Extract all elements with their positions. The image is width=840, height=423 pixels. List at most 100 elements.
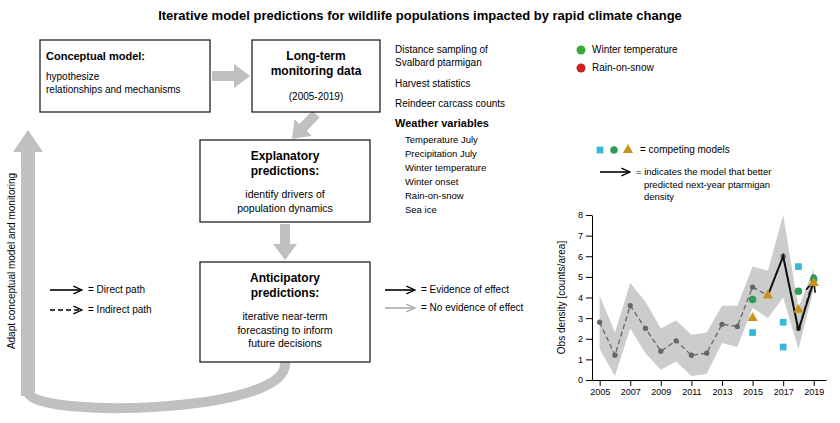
- annotation: Distance sampling of Svalbard ptarmigan: [395, 44, 488, 68]
- point: [780, 319, 787, 326]
- text-line: Harvest statistics: [395, 78, 471, 89]
- text-line: Weather variables: [395, 117, 489, 129]
- figure: Iterative model predictions for wildlife…: [0, 0, 840, 423]
- point: [793, 304, 803, 313]
- text-line: Conceptual model:: [46, 50, 145, 62]
- tick-label: 0: [578, 375, 583, 385]
- annotation: = indicates the model that better predic…: [636, 166, 771, 202]
- tick-label: 1: [578, 355, 583, 365]
- tick-mark: [586, 298, 592, 299]
- text-line: Reindeer carcass counts: [395, 98, 505, 109]
- text-line: = competing models: [640, 144, 730, 155]
- legend-dot: [577, 64, 586, 73]
- tick-label: 3: [578, 314, 583, 324]
- tick-mark: [586, 215, 592, 216]
- text-line: forecasting to inform: [237, 323, 332, 335]
- axis-line: [592, 216, 593, 381]
- annotation: Temperature July: [405, 134, 478, 145]
- axis-line: [593, 380, 827, 381]
- text-line: Rain-on-snow: [405, 190, 464, 201]
- legend-symbol: [610, 146, 618, 154]
- tick: 6: [578, 252, 592, 262]
- tick-label: 2015: [743, 387, 763, 397]
- point: [704, 351, 709, 356]
- text-line: Sea ice: [405, 204, 437, 215]
- return-path: [28, 364, 285, 408]
- annotation: Conceptual model:: [46, 50, 145, 62]
- tick-label: 2017: [774, 387, 794, 397]
- flow-arrow: [13, 130, 43, 396]
- point: [643, 326, 648, 331]
- legend-dot: [577, 46, 586, 55]
- tick-mark: [814, 380, 815, 386]
- point: [795, 288, 803, 296]
- legend-arrow: [50, 289, 82, 291]
- legend-arrow: [385, 307, 415, 309]
- annotation: Harvest statistics: [395, 78, 471, 89]
- tick-mark: [586, 380, 592, 381]
- annotation: Long-termmonitoring data: [271, 49, 362, 78]
- annotation: Sea ice: [405, 204, 437, 215]
- annotation: Adapt conceptual model and monitoring: [6, 173, 17, 349]
- text-line: predictions:: [251, 164, 320, 178]
- text-line: Svalbard ptarmigan: [395, 57, 482, 68]
- annotation: (2005-2019): [289, 91, 343, 102]
- legend-arrow: [600, 171, 630, 173]
- box: [200, 140, 370, 222]
- tick: 2015: [743, 380, 763, 397]
- tick-mark: [586, 359, 592, 360]
- plot-area: [597, 215, 819, 376]
- tick-label: 2009: [651, 387, 671, 397]
- tick-label: 5: [578, 272, 583, 282]
- box: [40, 40, 210, 112]
- diagram: [13, 40, 380, 408]
- annotation: = Indirect path: [88, 304, 152, 315]
- text-line: Explanatory: [251, 149, 320, 163]
- tick: 2005: [590, 380, 610, 397]
- point: [780, 344, 787, 351]
- tick: 2019: [804, 380, 824, 397]
- tick-label: 8: [578, 210, 583, 220]
- text-line: Winter temperature: [592, 44, 678, 55]
- text-line: = Indirect path: [88, 304, 152, 315]
- point: [747, 312, 757, 321]
- tick: 7: [578, 231, 592, 241]
- tick-label: 6: [578, 252, 583, 262]
- legend-arrow: [385, 289, 415, 291]
- annotation: Precipitation July: [405, 148, 477, 159]
- annotation: Explanatorypredictions:: [251, 149, 320, 178]
- tick-mark: [661, 380, 662, 386]
- annotation: Winter temperature: [592, 44, 678, 55]
- text-line: Distance sampling of: [395, 44, 488, 55]
- point: [719, 322, 724, 327]
- title: Iterative model predictions for wildlife…: [158, 8, 682, 23]
- text-line: future decisions: [248, 337, 322, 349]
- text-line: predicted next-year ptarmigan: [636, 178, 770, 189]
- line: [600, 256, 814, 355]
- annotation: = No evidence of effect: [421, 302, 524, 313]
- tick-mark: [691, 380, 692, 386]
- annotation: Winter temperature: [405, 162, 486, 173]
- annotation: Reindeer carcass counts: [395, 98, 505, 109]
- point: [795, 263, 802, 270]
- text-line: Winter onset: [405, 176, 459, 187]
- annotation: = Direct path: [88, 284, 145, 295]
- line: [768, 256, 814, 330]
- tick-mark: [722, 380, 723, 386]
- y-axis: 012345678: [578, 210, 593, 385]
- flow-arrow: [212, 64, 250, 88]
- tick-mark: [586, 236, 592, 237]
- tick-label: 2011: [682, 387, 701, 397]
- point: [749, 296, 757, 304]
- tick: 0: [578, 375, 592, 385]
- annotation: hypothesizerelationships and mechanisms: [46, 71, 181, 95]
- annotation: iterative near-termforecasting to inform…: [237, 310, 332, 349]
- tick-mark: [783, 380, 784, 386]
- tick: 3: [578, 314, 592, 324]
- annotation: identify drivers ofpopulation dynamics: [237, 188, 333, 214]
- point: [809, 277, 819, 286]
- point: [749, 329, 756, 336]
- x-axis: 20052007200920112013201520172019: [590, 380, 826, 397]
- annotations: Conceptual model: hypothesizerelationship…: [6, 44, 772, 349]
- box: [252, 40, 380, 112]
